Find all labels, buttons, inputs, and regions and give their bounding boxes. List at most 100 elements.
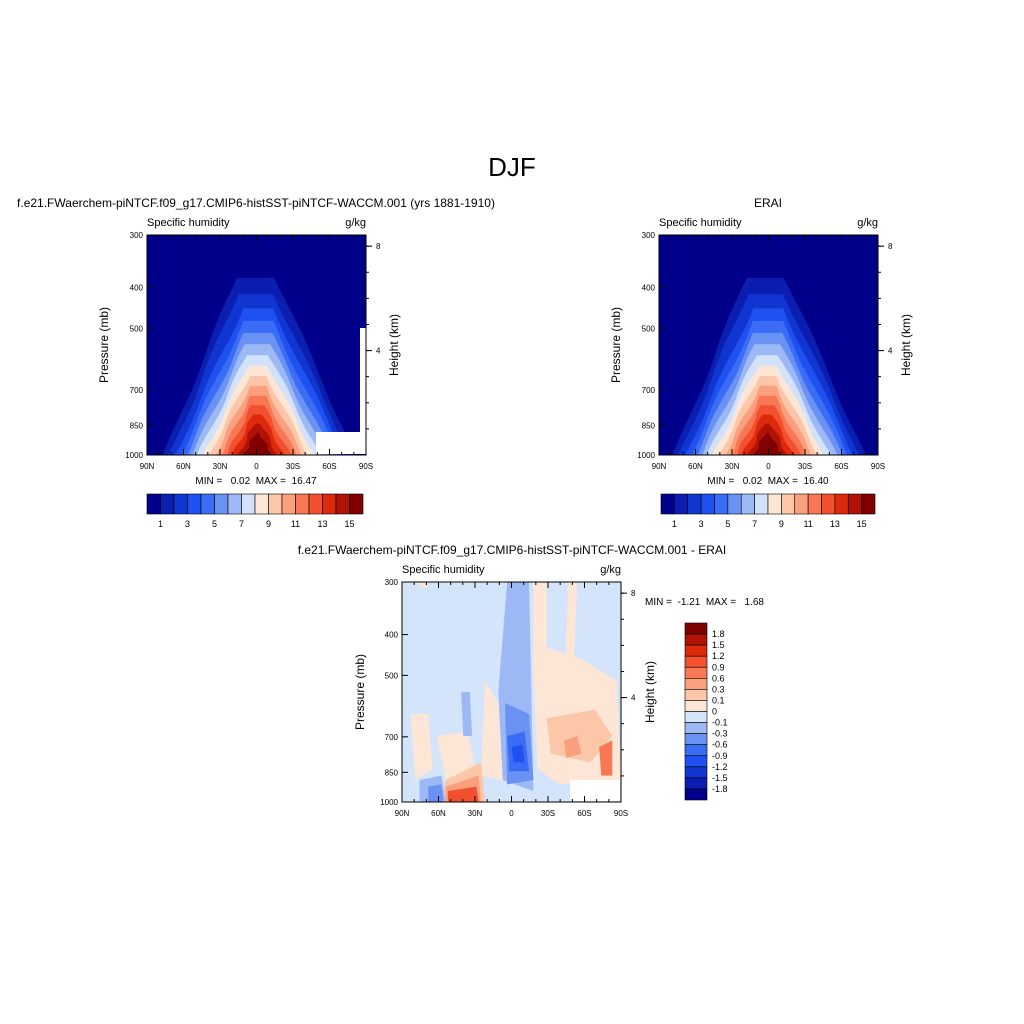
x-tick-label: 90S bbox=[359, 462, 373, 471]
colorbar-swatch bbox=[684, 622, 708, 635]
colorbar-swatch bbox=[160, 493, 175, 515]
panel-model-stats: MIN = 0.02 MAX = 16.47 bbox=[195, 476, 317, 487]
y-tick-label: 400 bbox=[642, 284, 656, 293]
colorbar-swatch bbox=[684, 655, 708, 668]
contour-band bbox=[415, 582, 429, 589]
panel-diff-title: f.e21.FWaerchem-piNTCF.f09_g17.CMIP6-his… bbox=[298, 543, 727, 557]
panel-diff-plot: 90N 60N 30N 0 30S 60S 90S 300 400 500 700 850 1000 8 4 bbox=[380, 578, 636, 818]
y2-tick-label: 4 bbox=[631, 694, 636, 703]
contour-band bbox=[546, 709, 613, 763]
colorbar-label: 5 bbox=[725, 519, 730, 529]
colorbar-swatch bbox=[281, 493, 296, 515]
y-tick-label: 500 bbox=[130, 324, 144, 333]
colorbar-label: -1.2 bbox=[712, 762, 728, 772]
colorbar-swatch bbox=[684, 744, 708, 757]
y2-tick-label: 4 bbox=[888, 347, 893, 356]
colorbar-swatch bbox=[687, 493, 702, 515]
colorbar-swatch bbox=[684, 733, 708, 745]
panel-erai-y2label: Height (km) bbox=[899, 314, 913, 376]
colorbar-swatch bbox=[821, 493, 836, 515]
colorbar-label: 11 bbox=[291, 519, 300, 529]
panel-erai-right-label: g/kg bbox=[857, 217, 878, 229]
colorbar-swatch bbox=[227, 493, 242, 515]
missing-data-patch bbox=[316, 432, 364, 454]
y-tick-label: 850 bbox=[385, 768, 399, 777]
x-tick-label: 90N bbox=[140, 462, 155, 471]
contour-band-peak bbox=[753, 444, 782, 455]
colorbar-label: 9 bbox=[266, 519, 271, 529]
colorbar-swatch bbox=[684, 678, 708, 690]
panel-diff-left-label: Specific humidity bbox=[402, 564, 485, 576]
colorbar-swatch bbox=[684, 633, 708, 646]
colorbar-swatch bbox=[322, 493, 337, 515]
colorbar-swatch bbox=[684, 644, 708, 657]
colorbar-swatch bbox=[187, 493, 202, 515]
x-tick-label: 90N bbox=[652, 462, 667, 471]
y-tick-label: 400 bbox=[130, 284, 144, 293]
colorbar-label: 3 bbox=[185, 519, 190, 529]
colorbar-label: 5 bbox=[212, 519, 217, 529]
colorbar-label: 15 bbox=[857, 519, 867, 529]
colorbar-swatch bbox=[254, 493, 269, 515]
x-tick-label: 30S bbox=[541, 809, 555, 818]
contour-band bbox=[480, 681, 503, 780]
y-tick-label: 300 bbox=[642, 231, 656, 240]
missing-data-patch bbox=[570, 780, 620, 801]
contour-band bbox=[437, 731, 477, 780]
colorbar-label: -0.1 bbox=[712, 718, 728, 728]
colorbar-swatch bbox=[861, 493, 876, 515]
x-tick-label: 30S bbox=[286, 462, 300, 471]
colorbar-label: 7 bbox=[752, 519, 757, 529]
x-tick-label: 30N bbox=[468, 809, 483, 818]
y-tick-label: 500 bbox=[385, 671, 399, 680]
panel-diff: f.e21.FWaerchem-piNTCF.f09_g17.CMIP6-his… bbox=[298, 543, 765, 818]
panel-model-title: f.e21.FWaerchem-piNTCF.f09_g17.CMIP6-his… bbox=[17, 196, 495, 210]
colorbar-label: 1 bbox=[672, 519, 677, 529]
colorbar-swatch bbox=[684, 722, 708, 734]
colorbar-label: -0.3 bbox=[712, 729, 728, 739]
colorbar-swatch bbox=[241, 493, 256, 515]
x-tick-label: 60N bbox=[176, 462, 191, 471]
contour-band bbox=[461, 692, 473, 736]
colorbar-swatch bbox=[727, 493, 742, 515]
colorbar-swatch bbox=[660, 493, 675, 515]
panel-erai-left-label: Specific humidity bbox=[659, 217, 742, 229]
colorbar-swatch bbox=[684, 788, 708, 801]
contour-band bbox=[447, 786, 479, 802]
colorbar-swatch bbox=[684, 777, 708, 790]
colorbar-swatch bbox=[754, 493, 769, 515]
colorbar-label: -1.5 bbox=[712, 773, 728, 783]
colorbar-swatch bbox=[794, 493, 809, 515]
colorbar-label: 9 bbox=[779, 519, 784, 529]
x-tick-label: 0 bbox=[509, 809, 514, 818]
y-tick-label: 300 bbox=[130, 231, 144, 240]
panel-erai-plot: 90N 60N 30N 0 30S 60S 90S 300 400 500 700 850 1000 8 4 bbox=[637, 231, 893, 471]
colorbar-swatch bbox=[714, 493, 729, 515]
contour-band bbox=[564, 582, 578, 692]
panel-diff-colorbar: 1.81.51.20.90.60.30.10-0.1-0.3-0.6-0.9-1… bbox=[684, 622, 728, 801]
panel-diff-right-label: g/kg bbox=[600, 564, 621, 576]
colorbar-label: 7 bbox=[239, 519, 244, 529]
colorbar-swatch bbox=[308, 493, 323, 515]
colorbar-swatch bbox=[807, 493, 822, 515]
y-tick-label: 850 bbox=[130, 421, 144, 430]
panel-model-y2label: Height (km) bbox=[387, 314, 401, 376]
colorbar-swatch bbox=[684, 689, 708, 701]
contour-band bbox=[511, 744, 525, 763]
colorbar-swatch bbox=[335, 493, 350, 515]
x-tick-label: 60N bbox=[431, 809, 446, 818]
colorbar-label: 3 bbox=[699, 519, 704, 529]
colorbar-swatch bbox=[146, 493, 161, 515]
x-tick-label: 60S bbox=[322, 462, 336, 471]
colorbar-label: 1.2 bbox=[712, 651, 725, 661]
colorbar-swatch bbox=[295, 493, 310, 515]
x-tick-label: 30N bbox=[213, 462, 228, 471]
colorbar-swatch bbox=[214, 493, 229, 515]
colorbar-label: 0.1 bbox=[712, 695, 725, 705]
contour-band bbox=[564, 736, 582, 758]
y-tick-label: 1000 bbox=[637, 451, 655, 460]
panel-erai-title: ERAI bbox=[754, 196, 782, 210]
y-tick-label: 1000 bbox=[380, 798, 398, 807]
x-tick-label: 60S bbox=[834, 462, 848, 471]
